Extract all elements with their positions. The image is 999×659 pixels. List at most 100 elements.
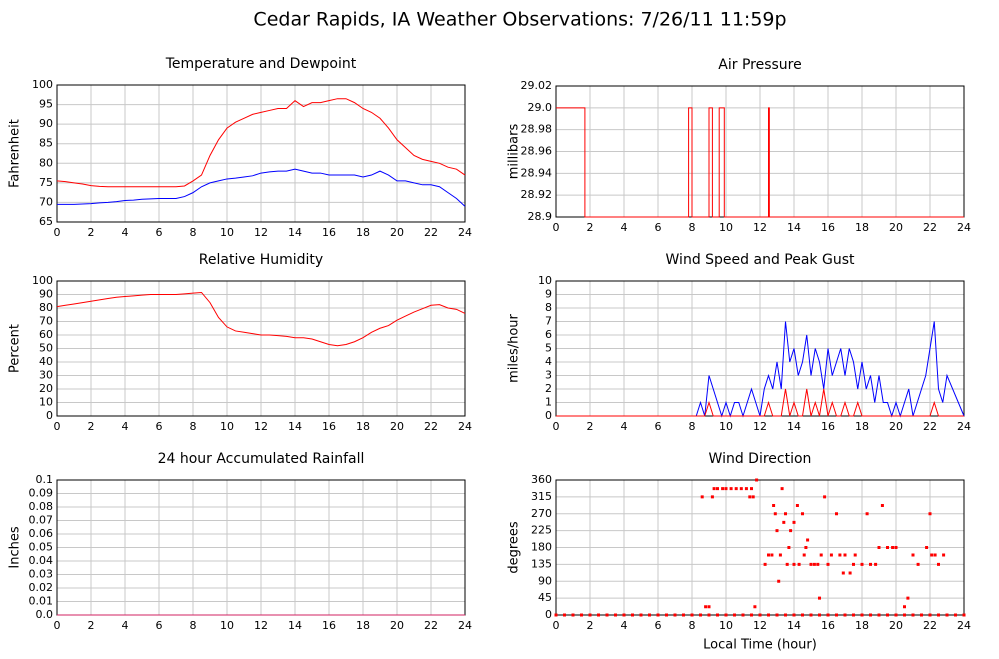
- x-tick-label: 14: [787, 221, 801, 234]
- point: [869, 613, 872, 617]
- x-tick-label: 2: [587, 221, 594, 234]
- point: [853, 553, 857, 557]
- y-tick-label: 50: [39, 342, 53, 355]
- x-tick-label: 18: [855, 420, 869, 433]
- x-tick-label: 20: [390, 619, 404, 632]
- point: [784, 512, 787, 516]
- point: [721, 487, 725, 491]
- y-tick-label: 360: [531, 473, 552, 486]
- x-axis-label: Local Time (hour): [703, 638, 817, 653]
- x-tick-label: 24: [957, 619, 971, 632]
- point: [704, 605, 708, 609]
- point: [860, 562, 864, 566]
- x-tick-label: 20: [390, 226, 404, 239]
- y-tick-label: 0.09: [29, 487, 54, 500]
- point: [563, 613, 566, 617]
- point: [835, 613, 838, 617]
- x-tick-label: 12: [753, 619, 767, 632]
- point: [724, 487, 728, 491]
- x-tick-label: 6: [655, 420, 662, 433]
- x-tick-label: 6: [156, 226, 163, 239]
- x-tick-label: 18: [356, 420, 370, 433]
- y-tick-label: 0.1: [36, 473, 54, 486]
- point: [682, 613, 685, 617]
- point: [792, 520, 796, 524]
- x-tick-label: 16: [821, 221, 835, 234]
- x-tick-label: 8: [190, 619, 197, 632]
- point: [700, 495, 704, 499]
- point: [744, 487, 748, 491]
- point: [848, 571, 852, 575]
- x-tick-label: 18: [855, 221, 869, 234]
- plot-frame: [56, 280, 466, 417]
- y-tick-label: 29.0: [528, 101, 553, 114]
- x-tick-label: 12: [753, 221, 767, 234]
- x-tick-label: 4: [122, 619, 129, 632]
- x-tick-label: 6: [156, 619, 163, 632]
- page-title: Cedar Rapids, IA Weather Observations: 7…: [253, 9, 786, 31]
- point: [802, 553, 806, 557]
- y-tick-label: 80: [39, 301, 53, 314]
- point: [891, 546, 895, 549]
- y-axis-label: millibars: [507, 124, 522, 180]
- x-tick-label: 24: [458, 226, 472, 239]
- y-tick-label: 28.92: [521, 188, 553, 201]
- series-line: [556, 321, 965, 418]
- y-tick-label: 29.02: [521, 79, 553, 92]
- point: [826, 613, 830, 617]
- y-tick-label: 135: [531, 557, 552, 570]
- panel-title: Temperature and Dewpoint: [165, 56, 357, 72]
- point: [755, 478, 759, 482]
- point: [852, 613, 855, 617]
- y-axis-label: miles/hour: [507, 313, 522, 382]
- point: [729, 487, 733, 491]
- y-tick-label: 0.02: [29, 581, 54, 594]
- x-tick-label: 4: [122, 226, 129, 239]
- point: [937, 613, 940, 617]
- point: [665, 613, 668, 617]
- x-tick-label: 0: [54, 619, 61, 632]
- point: [852, 562, 855, 566]
- x-tick-label: 0: [54, 226, 61, 239]
- x-tick-label: 22: [923, 420, 937, 433]
- x-tick-label: 22: [424, 619, 438, 632]
- point: [826, 562, 830, 566]
- y-tick-label: 0.05: [29, 541, 54, 554]
- point: [829, 553, 833, 557]
- x-tick-label: 22: [424, 226, 438, 239]
- point: [894, 613, 898, 617]
- y-tick-label: 5: [545, 342, 552, 355]
- x-tick-label: 6: [655, 221, 662, 234]
- point: [707, 605, 711, 609]
- point: [937, 562, 940, 566]
- series-line: [556, 107, 964, 218]
- point: [920, 613, 923, 617]
- point: [588, 613, 592, 617]
- x-tick-label: 8: [689, 619, 696, 632]
- point: [554, 613, 558, 617]
- y-tick-label: 225: [531, 524, 552, 537]
- y-tick-label: 95: [39, 98, 53, 111]
- point: [778, 553, 782, 557]
- point: [886, 613, 889, 617]
- point: [886, 546, 889, 549]
- point: [801, 613, 804, 617]
- y-tick-label: 0: [46, 409, 53, 422]
- x-tick-label: 20: [889, 420, 903, 433]
- point: [648, 613, 651, 617]
- x-tick-label: 20: [390, 420, 404, 433]
- x-tick-label: 6: [156, 420, 163, 433]
- point: [865, 512, 869, 516]
- y-tick-label: 180: [531, 541, 552, 554]
- x-tick-label: 14: [288, 226, 302, 239]
- x-tick-label: 10: [220, 619, 234, 632]
- point: [874, 562, 878, 566]
- point: [707, 613, 711, 617]
- y-tick-label: 90: [538, 574, 552, 587]
- point: [945, 613, 949, 617]
- x-tick-label: 12: [254, 619, 268, 632]
- series-line: [556, 388, 964, 417]
- y-tick-label: 45: [538, 591, 552, 604]
- y-tick-label: 0.01: [29, 595, 54, 608]
- point: [690, 613, 694, 617]
